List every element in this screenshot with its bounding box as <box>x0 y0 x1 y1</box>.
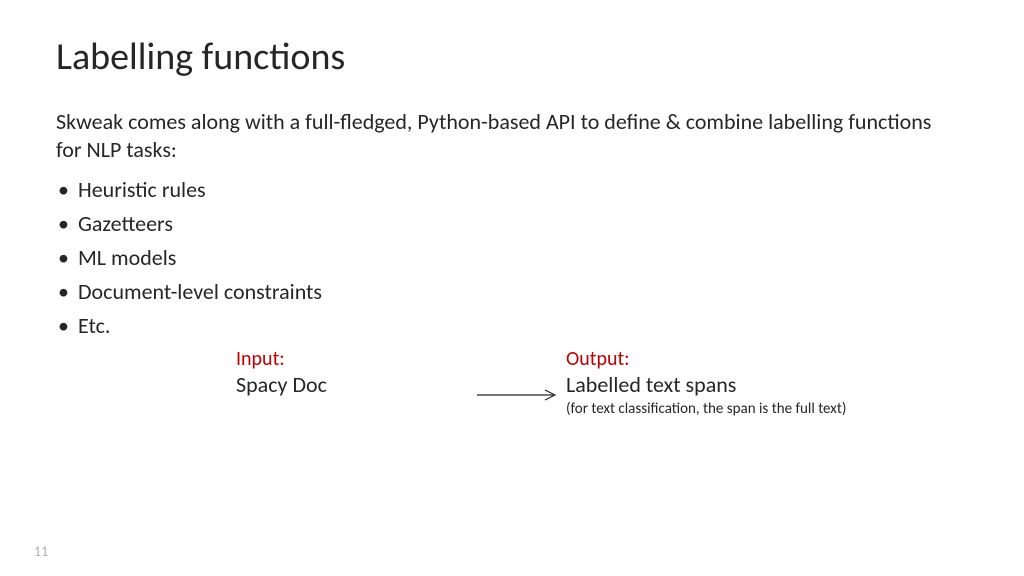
slide-title: Labelling functions <box>56 34 968 80</box>
io-block: Input: Output: Spacy Doc Labelled text s… <box>236 347 968 418</box>
output-value: Labelled text spans <box>566 371 846 398</box>
list-item: Etc. <box>56 309 968 343</box>
list-item: Document-level constraints <box>56 275 968 309</box>
list-item: ML models <box>56 241 968 275</box>
output-label: Output: <box>566 347 630 371</box>
list-item: Heuristic rules <box>56 173 968 207</box>
arrow-cell <box>471 388 566 402</box>
io-labels-row: Input: Output: <box>236 347 968 371</box>
intro-text: Skweak comes along with a full-fledged, … <box>56 108 956 163</box>
list-item: Gazetteers <box>56 207 968 241</box>
arrow-icon <box>475 388 563 402</box>
input-label: Input: <box>236 347 285 371</box>
slide: Labelling functions Skweak comes along w… <box>0 0 1024 576</box>
page-number: 11 <box>34 543 48 560</box>
bullet-list: Heuristic rules Gazetteers ML models Doc… <box>56 173 968 343</box>
input-value: Spacy Doc <box>236 371 327 398</box>
io-values-row: Spacy Doc Labelled text spans (for text … <box>236 371 968 418</box>
output-note: (for text classification, the span is th… <box>566 400 846 418</box>
